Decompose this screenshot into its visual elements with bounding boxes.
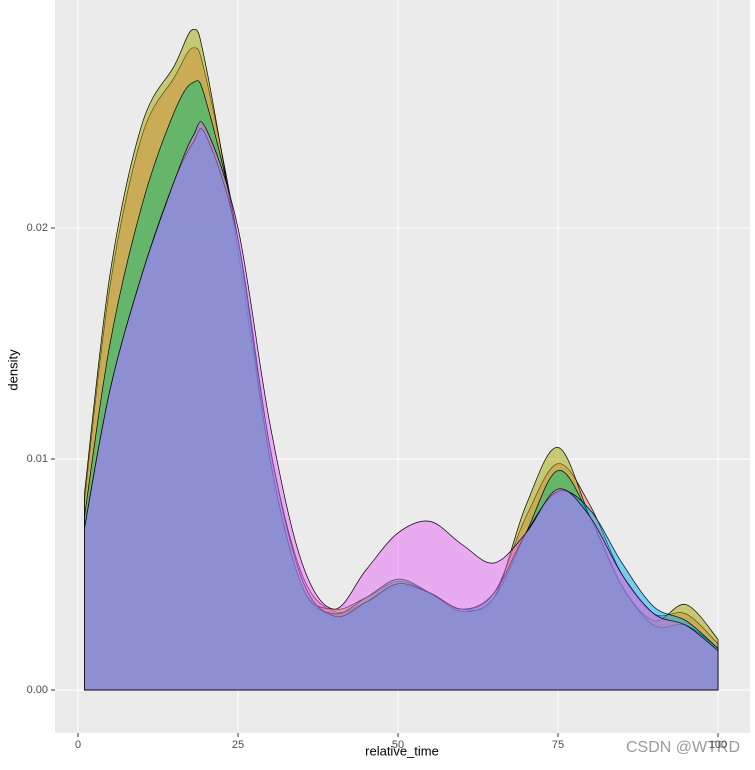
- watermark: CSDN @WTRD: [626, 739, 740, 756]
- x-axis-title: relative_time: [365, 743, 439, 758]
- y-tick-label: 0.02: [27, 222, 48, 234]
- x-tick-label: 75: [552, 739, 564, 751]
- x-tick-label: 100: [709, 739, 727, 751]
- density-area: [84, 121, 719, 691]
- y-tick-label: 0.00: [27, 684, 48, 696]
- y-axis-title: density: [5, 349, 20, 391]
- x-tick-label: 0: [75, 739, 81, 751]
- y-tick-label: 0.01: [27, 453, 48, 465]
- x-tick-label: 50: [392, 739, 404, 751]
- x-tick-label: 25: [232, 739, 244, 751]
